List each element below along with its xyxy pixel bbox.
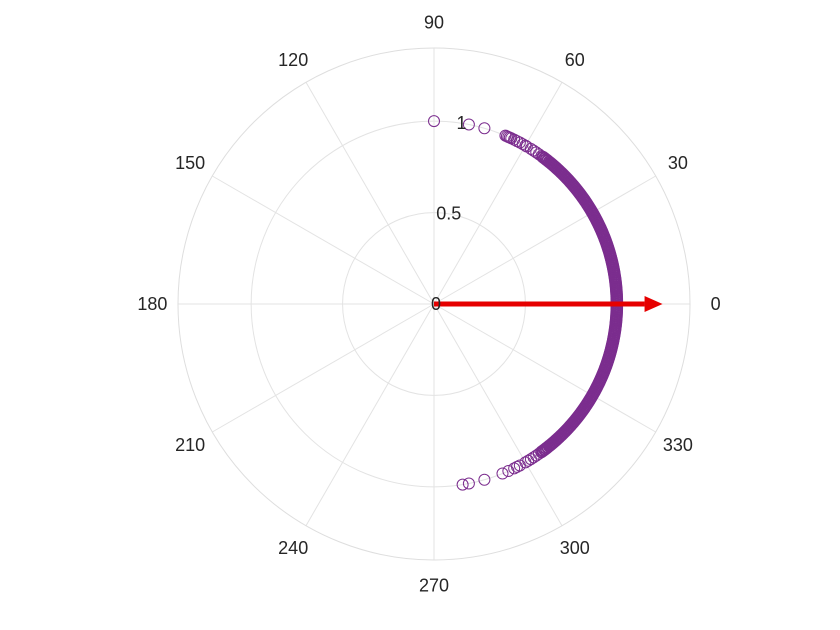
r-tick-1: 1 — [456, 113, 466, 133]
theta-tick-300: 300 — [560, 538, 590, 558]
theta-tick-30: 30 — [668, 153, 688, 173]
r-tick-0: 0 — [431, 294, 441, 314]
spoke-60 — [433, 82, 563, 305]
spoke-210 — [212, 303, 435, 433]
ring-2 — [177, 47, 691, 561]
theta-tick-60: 60 — [565, 50, 585, 70]
data-point — [478, 473, 491, 486]
theta-tick-150: 150 — [175, 153, 205, 173]
theta-tick-240: 240 — [278, 538, 308, 558]
data-point — [462, 477, 475, 490]
vector-head — [644, 296, 663, 312]
spoke-330 — [433, 303, 656, 433]
mean-vector — [434, 296, 663, 312]
data-point — [502, 465, 515, 478]
data-point — [456, 478, 469, 491]
r-tick-0.5: 0.5 — [436, 203, 461, 223]
theta-tick-90: 90 — [424, 12, 444, 32]
data-point — [496, 467, 509, 480]
data-point — [539, 153, 553, 166]
data-point — [513, 459, 526, 472]
data-point — [508, 462, 521, 475]
spoke-240 — [305, 303, 435, 526]
data-point — [513, 136, 526, 149]
theta-tick-120: 120 — [278, 50, 308, 70]
data-point — [478, 122, 491, 135]
theta-tick-labels: 0 30 60 90 120 150 180 210 240 270 300 330 — [137, 12, 720, 595]
data-points — [428, 115, 624, 491]
theta-tick-210: 210 — [175, 435, 205, 455]
spoke-300 — [433, 303, 563, 526]
radial-tick-labels: 00.51 — [431, 113, 466, 314]
spoke-30 — [433, 175, 656, 305]
spoke-120 — [305, 82, 435, 305]
theta-tick-330: 330 — [663, 435, 693, 455]
data-point — [428, 115, 440, 128]
theta-tick-0: 0 — [711, 294, 721, 314]
spoke-150 — [212, 175, 435, 305]
data-point — [462, 118, 475, 131]
theta-tick-180: 180 — [137, 294, 167, 314]
theta-tick-270: 270 — [419, 576, 449, 596]
data-point — [538, 152, 551, 165]
data-point — [536, 150, 550, 164]
